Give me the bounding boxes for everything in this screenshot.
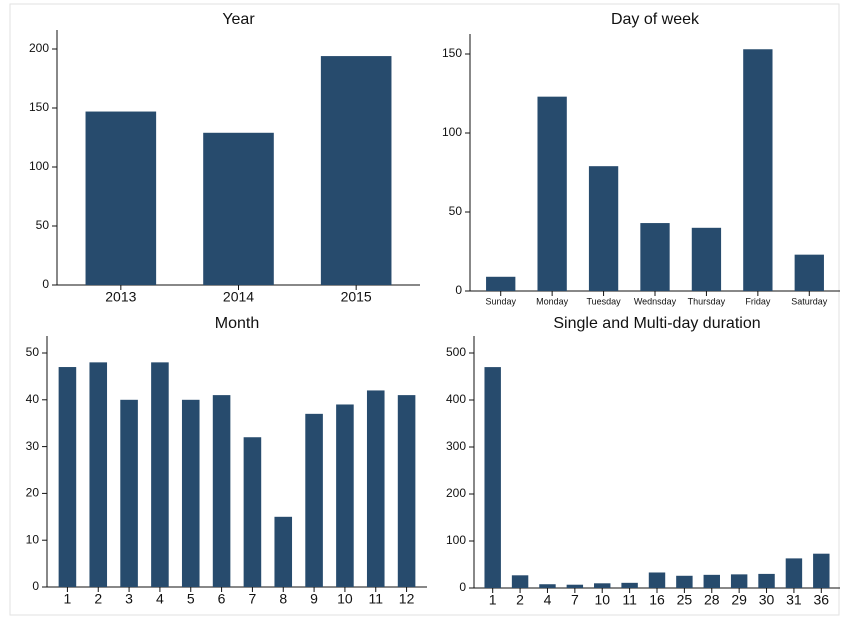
y-tick-label: 100 (29, 159, 49, 173)
y-tick-label: 0 (455, 283, 462, 297)
bar (730, 574, 748, 588)
bar (243, 437, 262, 587)
y-tick-label: 300 (446, 439, 466, 453)
chart-title: Single and Multi-day duration (553, 315, 760, 332)
bar (676, 575, 693, 588)
bar (305, 413, 323, 587)
bar (85, 111, 157, 285)
bar (588, 166, 619, 291)
y-tick-label: 50 (26, 345, 40, 359)
x-tick-label: 30 (759, 592, 775, 608)
bar (785, 558, 803, 588)
chart-title: Month (215, 315, 259, 332)
x-tick-label: 6 (218, 591, 226, 607)
x-tick-label: 10 (594, 592, 610, 608)
bar (539, 584, 556, 588)
y-tick-label: 30 (26, 439, 40, 453)
bar (537, 96, 567, 291)
y-tick-label: 200 (29, 41, 49, 55)
y-tick-label: 150 (442, 46, 462, 60)
bar (566, 584, 584, 588)
y-tick-label: 0 (42, 277, 49, 291)
x-tick-label: 1 (489, 592, 497, 608)
bar (212, 395, 231, 587)
bar (151, 362, 169, 587)
y-tick-label: 50 (36, 218, 50, 232)
y-tick-label: 0 (32, 579, 39, 593)
bar (621, 582, 638, 588)
y-tick-label: 100 (442, 125, 462, 139)
y-tick-label: 20 (26, 486, 40, 500)
bar (274, 516, 293, 587)
chart-title: Day of week (611, 11, 700, 28)
x-tick-label: 9 (310, 591, 318, 607)
x-tick-label: Sunday (485, 296, 516, 306)
bar (594, 583, 611, 588)
x-tick-label: 11 (622, 592, 637, 608)
x-tick-label: 7 (249, 591, 257, 607)
bar (89, 362, 108, 587)
x-tick-label: 4 (544, 592, 552, 608)
x-tick-label: 11 (368, 591, 383, 607)
y-tick-label: 150 (29, 100, 49, 114)
x-tick-label: Monday (536, 296, 569, 306)
x-tick-label: Tuesday (586, 296, 621, 306)
chart-title: Year (222, 11, 255, 28)
x-tick-label: 2013 (105, 289, 136, 305)
x-tick-label: 10 (337, 591, 353, 607)
x-tick-label: 31 (786, 592, 802, 608)
x-tick-label: 2015 (341, 289, 372, 305)
x-tick-label: 3 (125, 591, 133, 607)
bar (648, 572, 666, 588)
bar (366, 390, 385, 587)
x-tick-label: 5 (187, 591, 195, 607)
bar (813, 553, 830, 588)
y-tick-label: 500 (446, 345, 466, 359)
x-tick-label: 29 (731, 592, 747, 608)
bar (484, 367, 501, 588)
bar (703, 574, 720, 588)
bar (181, 399, 200, 587)
y-tick-label: 50 (449, 204, 463, 218)
bar (58, 367, 77, 587)
x-tick-label: Wednsday (634, 296, 677, 306)
y-tick-label: 10 (26, 532, 40, 546)
bar (511, 575, 529, 588)
y-tick-label: 0 (459, 580, 466, 594)
x-tick-label: 2 (516, 592, 524, 608)
bar (758, 573, 775, 588)
x-tick-label: 12 (399, 591, 415, 607)
bar (320, 56, 392, 285)
x-tick-label: 28 (704, 592, 720, 608)
bar (397, 395, 416, 587)
x-tick-label: Saturday (791, 296, 828, 306)
frame (9, 3, 840, 616)
bar (486, 276, 516, 291)
x-tick-label: Thursday (688, 296, 726, 306)
x-tick-label: 7 (571, 592, 579, 608)
x-tick-label: 4 (156, 591, 164, 607)
bar (336, 404, 354, 587)
bar (640, 223, 670, 291)
x-tick-label: 2014 (223, 289, 254, 305)
x-tick-label: Friday (745, 296, 771, 306)
x-tick-label: 25 (677, 592, 693, 608)
bar (203, 132, 274, 285)
x-tick-label: 36 (814, 592, 830, 608)
bar (120, 399, 138, 587)
y-tick-label: 200 (446, 486, 466, 500)
x-tick-label: 8 (279, 591, 287, 607)
bar (743, 49, 773, 292)
x-tick-label: 1 (64, 591, 72, 607)
bar (691, 227, 722, 291)
bar (794, 254, 824, 291)
x-tick-label: 2 (94, 591, 102, 607)
y-tick-label: 400 (446, 392, 466, 406)
x-tick-label: 16 (649, 592, 665, 608)
y-tick-label: 40 (26, 392, 40, 406)
y-tick-label: 100 (446, 533, 466, 547)
